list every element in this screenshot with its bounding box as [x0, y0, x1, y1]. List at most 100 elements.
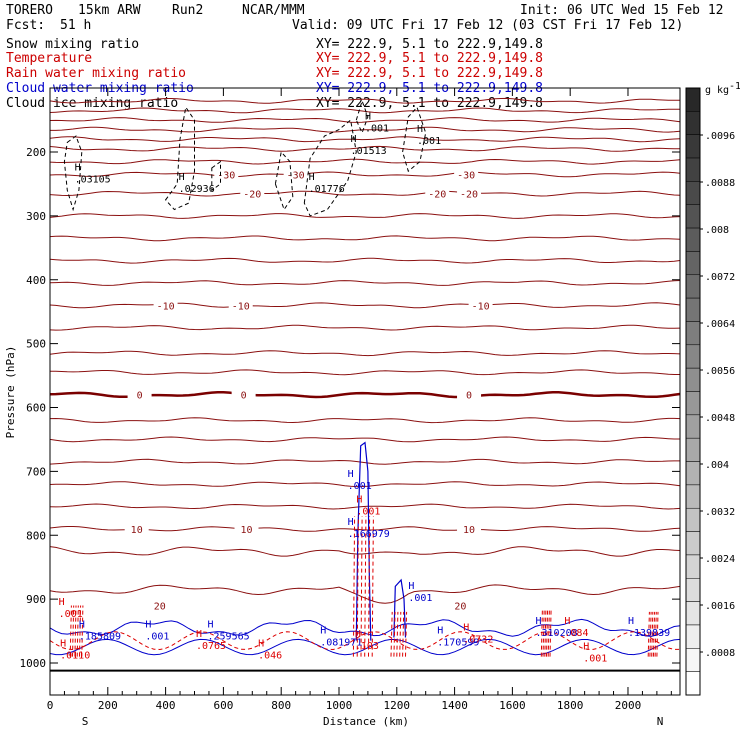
temperature-label: 10: [463, 525, 475, 536]
cloud-water-label: .001: [145, 631, 169, 642]
rain-contour: [69, 605, 72, 657]
temperature-label-bg: [457, 522, 482, 535]
rain-high-marker: H: [583, 642, 589, 653]
colorbar-tick-label: .0024: [705, 554, 735, 565]
rain-contour: [356, 516, 359, 657]
rain-contour: [360, 516, 363, 657]
rain-high-marker: H: [356, 495, 362, 506]
temperature-label: -20: [243, 190, 261, 201]
cloud-water-high-marker: H: [79, 619, 85, 630]
x-tick-label: 600: [213, 699, 233, 712]
rain-contour: [656, 611, 659, 657]
y-tick-label: 600: [26, 402, 46, 415]
rain-label: .001: [59, 609, 83, 620]
rain-contour: [647, 611, 650, 657]
fcst-value: 51 h: [60, 18, 91, 33]
colorbar-segment: [685, 648, 701, 672]
x-tick-label: 1600: [499, 699, 526, 712]
colorbar-segment: [685, 624, 701, 649]
plot-area: -30 -30 -30 -20 -20 -20 -10 -10 -10 0 0 0 10 10 10 20 20…: [49, 97, 681, 672]
rain-contour: [49, 631, 680, 651]
rain-contour: [76, 605, 79, 657]
cloud-water-high-marker: H: [348, 517, 354, 528]
header: TORERO 15km ARW Run2 NCAR/MMM Init: 06 U…: [6, 3, 724, 33]
snow-label: .01776: [309, 184, 345, 195]
snow-label: .03105: [75, 175, 111, 186]
cloud-water-label: .185809: [79, 631, 121, 642]
cloud-water-label: .081971: [320, 638, 362, 649]
x-tick-label: 400: [156, 699, 176, 712]
resolution: 15km ARW: [78, 3, 141, 18]
temperature-label-bg: [127, 388, 152, 401]
temperature-label: 0: [466, 391, 472, 402]
colorbar-frame: [685, 87, 701, 696]
cloud-water-high-marker: H: [320, 626, 326, 637]
temperature-contour: [49, 136, 681, 143]
temperature-label-bg: [147, 599, 172, 612]
y-axis-label: Pressure (hPa): [4, 346, 17, 439]
x-tick-label: 0: [47, 699, 54, 712]
x-tick-label: 1000: [326, 699, 353, 712]
snow-label: .001: [417, 136, 441, 147]
temperature-contour: [49, 436, 680, 443]
colorbar-segment: [685, 251, 701, 276]
snow-high-marker: H: [75, 163, 81, 174]
cloud-water-high-marker: H: [408, 581, 414, 592]
y-tick-label: 700: [26, 465, 46, 478]
colorbar-segment: [685, 134, 701, 159]
endpoint-south: S: [82, 715, 89, 728]
rain-label: .0732: [463, 634, 493, 645]
temperature-contour: [49, 213, 681, 219]
rain-contour: [396, 611, 399, 657]
temperature-contour: [49, 350, 681, 357]
snow-contour: [402, 106, 427, 173]
rain-high-marker: H: [196, 629, 202, 640]
snow-contour: [211, 160, 221, 192]
rain-contour: [402, 611, 405, 657]
temperature-label-bg: [283, 168, 308, 181]
temperature-contour: [49, 458, 680, 465]
temperature-contour: [49, 302, 681, 309]
colorbar-segment: [685, 367, 701, 392]
temperature-contour: [49, 503, 681, 510]
colorbar-segment: [685, 484, 701, 509]
rain-contour: [364, 516, 367, 657]
cloud-water-tower: [393, 578, 407, 638]
rain-contour: [81, 605, 84, 657]
temperature-contour: [49, 107, 681, 114]
colorbar-tick-label: .008: [705, 225, 729, 236]
legend-name-temperature: Temperature: [6, 51, 92, 66]
colorbar-segment: [685, 461, 701, 486]
temperature-label: -30: [457, 170, 475, 181]
y-tick-label: 500: [26, 338, 46, 351]
temperature-label-bg: [454, 168, 479, 181]
rain-contour: [649, 611, 652, 657]
temperature-contour: [49, 546, 681, 557]
snow-high-marker: H: [179, 172, 185, 183]
rain-high-marker: H: [60, 638, 66, 649]
temperature-label: -10: [232, 301, 250, 312]
colorbar-tick-label: .0064: [705, 319, 735, 330]
colorbar-tick-label: .0056: [705, 366, 735, 377]
colorbar-segment: [685, 554, 701, 579]
temperature-contour: [49, 369, 680, 376]
cloud-water-label: .259565: [208, 631, 250, 642]
cloud-water-label: .139839: [628, 628, 670, 639]
cloud-water-label: .001: [408, 593, 432, 604]
rain-contour: [371, 516, 374, 657]
run-name: Run2: [172, 3, 203, 18]
rain-label: .0110: [60, 650, 90, 661]
rain-contour: [405, 611, 408, 657]
rain-high-marker: H: [463, 622, 469, 633]
snow-label: .001: [365, 123, 389, 134]
x-tick-label: 1400: [441, 699, 468, 712]
temperature-label: 0: [241, 391, 247, 402]
colorbar-segment: [685, 344, 701, 369]
cloud-water-label: .001: [348, 481, 372, 492]
temperature-label: -30: [217, 170, 235, 181]
cloud-water-label: .166979: [348, 529, 390, 540]
cloud-water-high-marker: H: [536, 616, 542, 627]
temperature-label: 10: [131, 525, 143, 536]
colorbar-tick-label: .0016: [705, 601, 735, 612]
rain-contour: [72, 605, 75, 657]
